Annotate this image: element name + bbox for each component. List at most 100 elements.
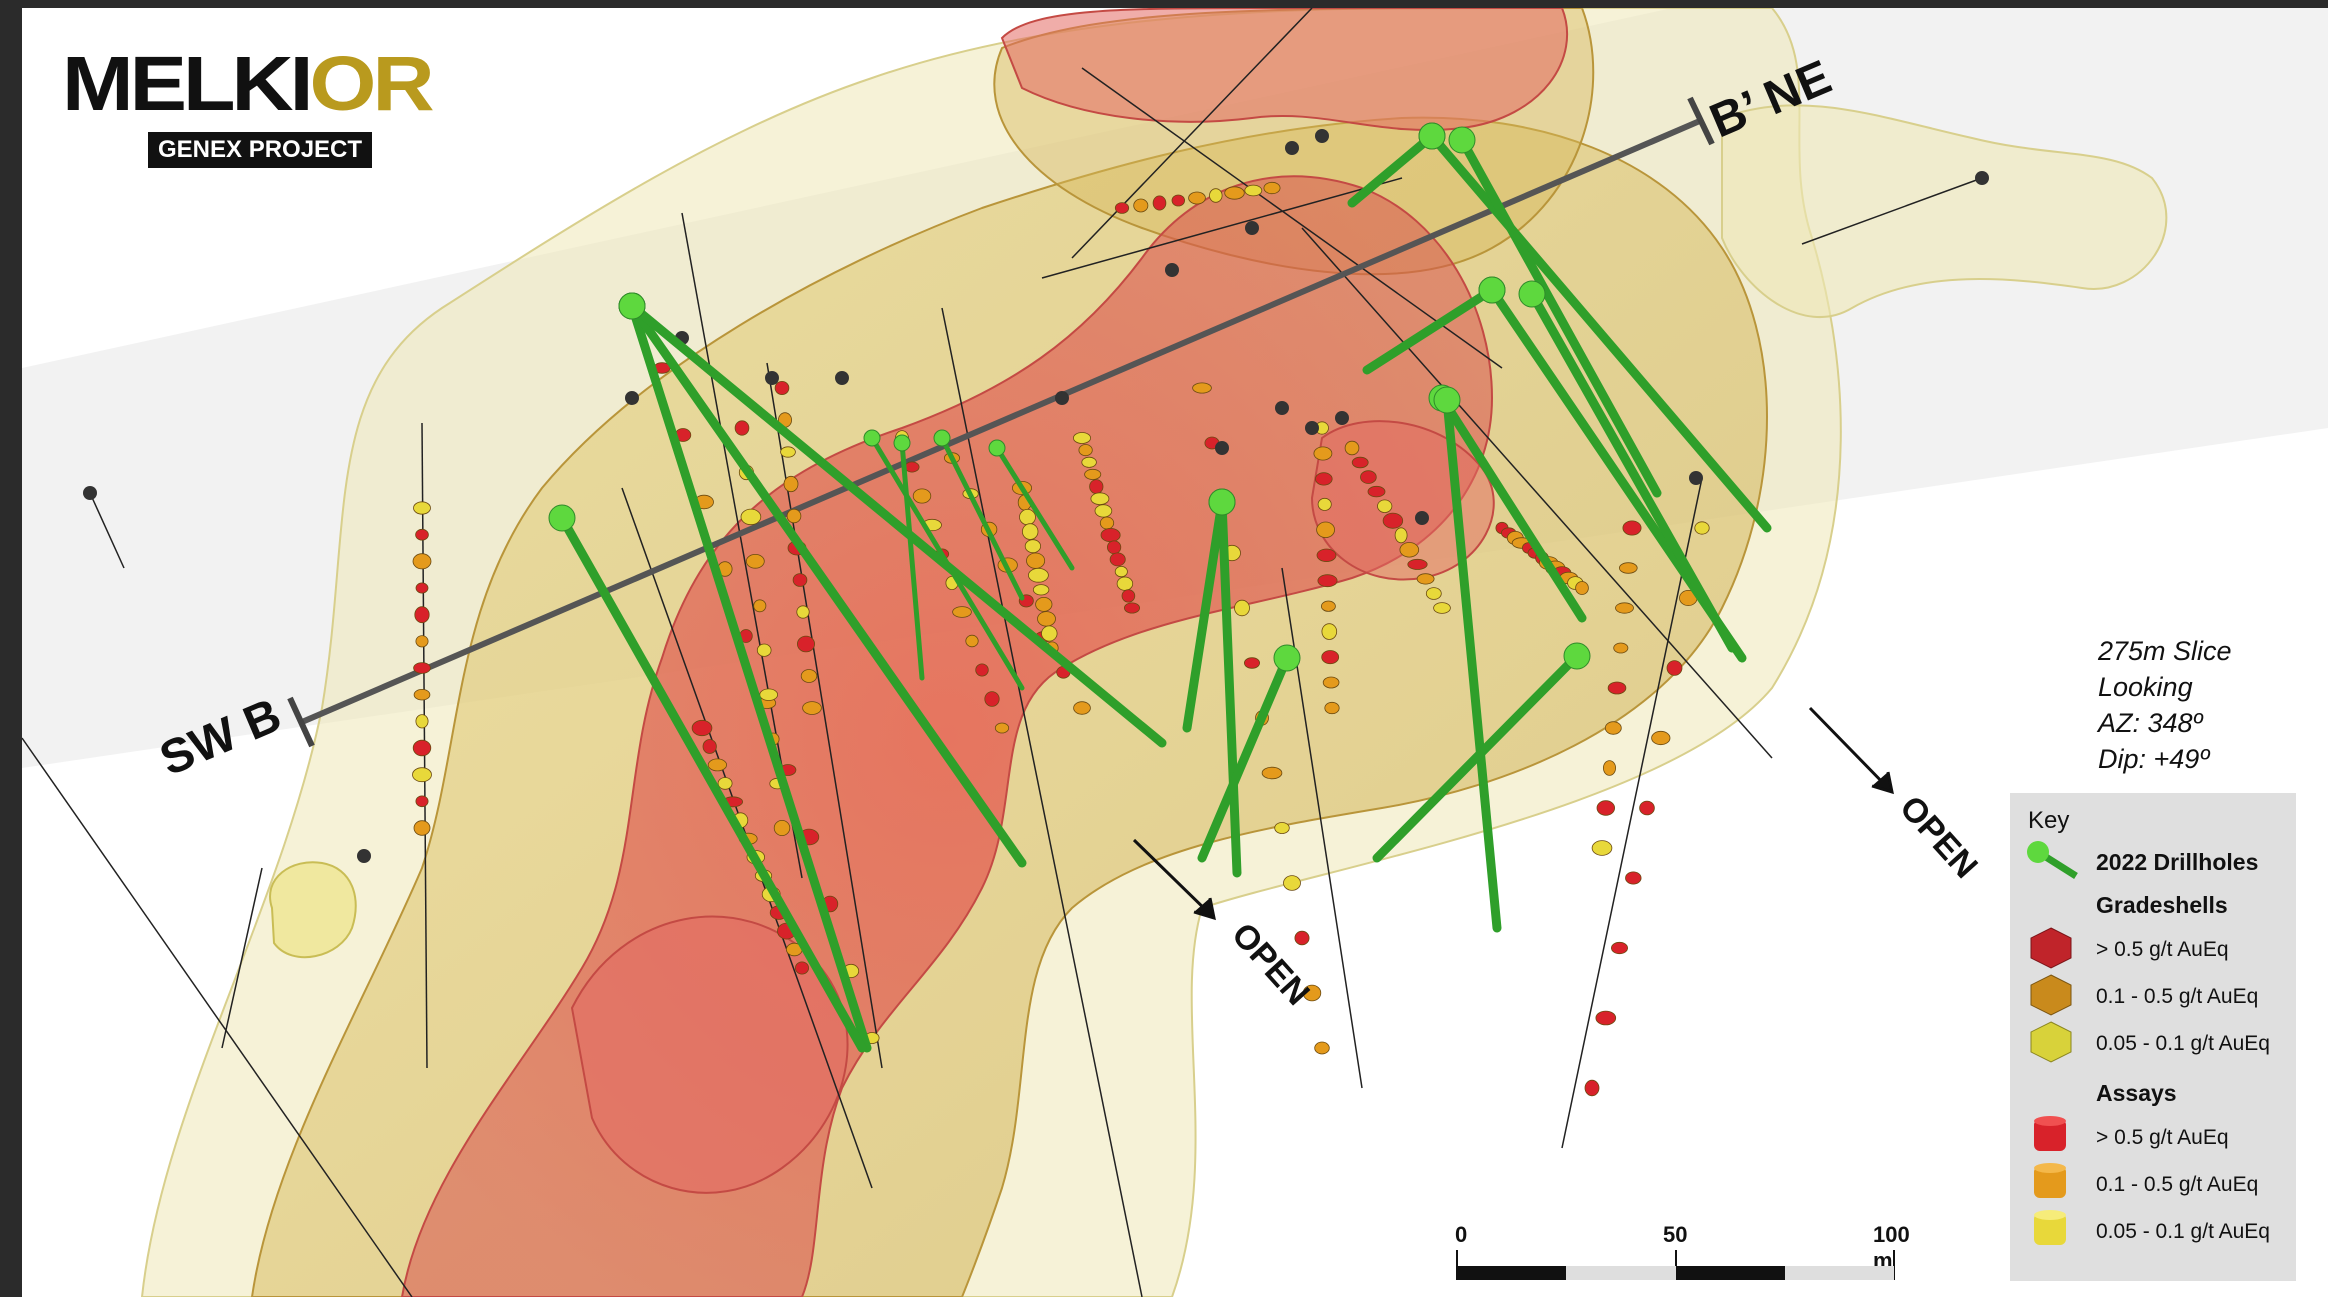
assay-marker xyxy=(796,605,810,619)
assay-marker xyxy=(691,719,713,737)
drillhole-collar xyxy=(893,434,911,452)
assay-marker xyxy=(1263,181,1281,195)
assay-marker xyxy=(965,634,979,648)
assay-marker xyxy=(904,461,920,473)
assay-marker xyxy=(1433,602,1451,614)
drillhole-collar-historic xyxy=(765,371,779,385)
assay-marker xyxy=(1622,520,1642,536)
drillhole-collar-historic xyxy=(625,391,639,405)
assay-marker xyxy=(797,635,816,653)
gradeshell-low-west-pod xyxy=(269,861,357,959)
assay-marker xyxy=(1317,574,1338,588)
drillhole-collar xyxy=(1518,280,1546,308)
view-info-dip: Dip: +49º xyxy=(2098,744,2210,774)
assay-marker xyxy=(1611,941,1629,955)
assay-marker xyxy=(1073,432,1092,444)
assay-mid-symbol xyxy=(2034,1163,2066,1198)
drillhole-collar-historic xyxy=(357,849,371,863)
assay-marker xyxy=(1584,1079,1600,1097)
assay-marker xyxy=(975,663,989,677)
assay-marker xyxy=(415,714,429,729)
drillhole-trace xyxy=(627,301,1167,748)
assay-marker xyxy=(952,606,972,618)
drillhole-collar-historic xyxy=(1415,511,1429,525)
assay-marker xyxy=(1321,600,1336,612)
drillhole-collar xyxy=(863,429,881,447)
drillhole-collar-historic xyxy=(83,486,97,500)
drillhole-collar-historic xyxy=(1689,471,1703,485)
drillhole-collar xyxy=(1418,122,1446,150)
assay-marker xyxy=(1116,576,1134,591)
assay-marker xyxy=(1575,581,1589,595)
assay-marker xyxy=(412,553,432,570)
assay-marker xyxy=(1317,497,1332,511)
scale-tick-50: 50 xyxy=(1663,1222,1688,1247)
assay-marker xyxy=(1416,573,1435,585)
drillhole-collar-historic xyxy=(1165,263,1179,277)
drillhole-symbol xyxy=(2027,841,2078,879)
legend-gradeshells-heading: Gradeshells xyxy=(2096,892,2228,918)
assay-marker xyxy=(1322,676,1340,689)
assay-marker xyxy=(1596,800,1616,816)
assay-marker xyxy=(1107,540,1122,555)
drillhole-trace xyxy=(1197,653,1292,863)
assay-marker xyxy=(1615,602,1634,614)
drillholes-2022 xyxy=(548,122,1772,1053)
drillhole-trace xyxy=(627,301,872,1053)
assay-marker xyxy=(1037,611,1056,627)
drillhole-trace xyxy=(1372,651,1582,863)
drillhole-collar xyxy=(1208,488,1236,516)
drillhole-trace xyxy=(1442,395,1502,933)
assay-marker xyxy=(780,446,796,458)
assay-marker xyxy=(1321,623,1338,640)
assay-marker xyxy=(795,961,810,975)
drillhole-collar xyxy=(933,429,951,447)
assay-marker xyxy=(413,501,431,515)
drillhole-collar xyxy=(1478,276,1506,304)
drillhole-collar xyxy=(988,439,1006,457)
assay-marker xyxy=(1382,512,1404,529)
logo-wordmark: MELKIOR xyxy=(62,40,435,129)
assay-marker xyxy=(1224,186,1245,200)
assay-marker xyxy=(984,691,1000,707)
drillhole-trace xyxy=(1457,135,1662,498)
assay-marker xyxy=(1090,492,1110,506)
section-view-map xyxy=(22,8,2328,1297)
drillhole-collar-historic xyxy=(835,371,849,385)
drillhole-trace xyxy=(1182,497,1227,733)
open-arrow-east xyxy=(1808,706,1894,795)
assay-marker xyxy=(702,739,717,754)
assay-marker xyxy=(912,488,932,504)
drillhole-trace xyxy=(1217,497,1242,878)
assay-marker xyxy=(1133,198,1149,213)
assay-marker xyxy=(1099,516,1115,530)
assay-marker xyxy=(1209,188,1223,203)
assay-marker xyxy=(1234,599,1250,617)
assay-marker xyxy=(1094,504,1113,518)
view-info-looking: Looking xyxy=(2098,672,2193,702)
drillhole-trace xyxy=(994,445,1075,571)
map-legend: Key 2022 Drillholes Gradeshells > 0.5 g/… xyxy=(2010,793,2296,1281)
assay-marker xyxy=(1019,508,1036,526)
assay-marker xyxy=(1121,589,1136,603)
assay-marker xyxy=(1619,562,1638,574)
drillhole-collar xyxy=(618,292,646,320)
assay-marker xyxy=(1084,468,1102,480)
assay-marker xyxy=(1394,527,1408,544)
assay-marker xyxy=(1314,1041,1330,1055)
assay-marker xyxy=(802,701,822,715)
drillhole-trace xyxy=(627,301,1027,868)
assay-marker xyxy=(415,582,429,594)
legend-assays-heading: Assays xyxy=(2096,1080,2177,1106)
assay-marker xyxy=(734,420,750,436)
assay-marker xyxy=(994,722,1010,734)
assay-marker xyxy=(1109,552,1126,567)
assay-marker xyxy=(415,635,429,648)
assay-marker xyxy=(1313,446,1333,461)
logo-name-main: MELKI xyxy=(62,40,314,128)
assay-marker xyxy=(1603,760,1617,776)
assay-marker xyxy=(800,669,818,683)
legend-drillholes: 2022 Drillholes xyxy=(2096,849,2259,875)
assay-marker xyxy=(1192,382,1212,394)
